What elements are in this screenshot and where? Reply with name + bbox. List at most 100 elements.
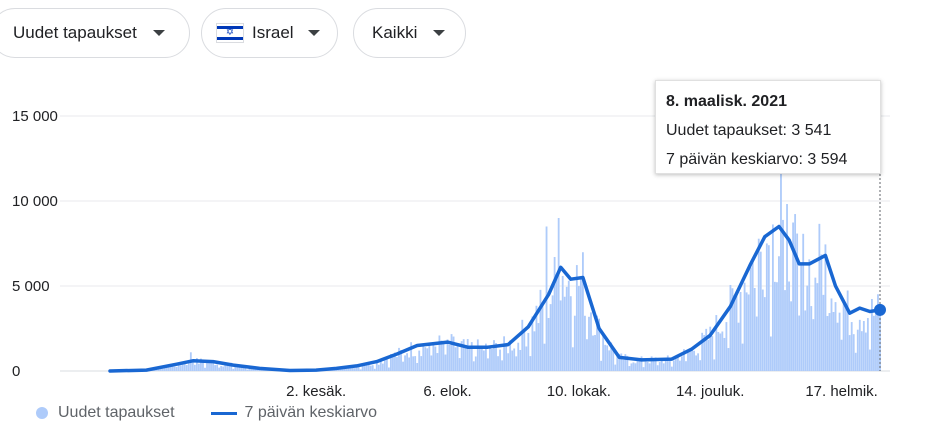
daily-case-bar [847,291,849,371]
daily-case-bar [853,334,855,371]
daily-case-bar [744,283,746,371]
daily-case-bar [194,365,196,371]
daily-case-bar [857,330,859,371]
daily-case-bar [695,355,697,371]
daily-case-bar [378,365,380,371]
daily-case-bar [455,347,457,371]
daily-case-bar [556,276,558,371]
daily-case-bar [697,353,699,371]
daily-case-bar [515,356,517,371]
daily-case-bar [564,297,566,371]
daily-case-bar [869,350,871,371]
daily-case-bar [818,224,820,371]
daily-case-bar [505,343,507,371]
daily-case-bar [174,367,176,371]
x-tick-label: 2. kesäk. [286,383,346,400]
daily-case-bar [689,351,691,371]
daily-case-bar [713,359,715,371]
daily-case-bar [723,338,725,371]
daily-case-bar [214,365,216,371]
daily-case-bar [523,332,525,371]
daily-case-bar [540,290,542,371]
daily-case-bar [511,351,513,371]
daily-case-bar [382,364,384,371]
daily-case-bar [671,367,673,371]
daily-case-bar [392,357,394,371]
daily-case-bar [531,316,533,371]
daily-case-bar [721,331,723,371]
daily-case-bar [622,360,624,371]
daily-case-bar [346,369,348,371]
daily-case-bar [366,365,368,371]
tooltip-cases: Uudet tapaukset: 3 541 [666,116,870,145]
daily-case-bar [503,336,505,371]
daily-case-bar [778,256,780,371]
daily-case-bar [457,346,459,371]
daily-case-bar [774,282,776,371]
daily-case-bar [402,362,404,371]
daily-case-bar [186,365,188,371]
daily-case-bar [752,259,754,371]
legend-line-label: 7 päivän keskiarvo [245,404,378,422]
daily-case-bar [812,319,814,371]
daily-case-bar [570,296,572,371]
daily-case-bar [519,350,521,371]
daily-case-bar [414,356,416,371]
daily-case-bar [837,323,839,371]
daily-case-bar [501,360,503,371]
daily-case-bar [588,317,590,371]
daily-case-bar [606,345,608,371]
daily-case-bar [780,172,782,371]
daily-case-bar [849,335,851,371]
daily-case-bar [798,316,800,371]
daily-case-bar [408,357,410,371]
daily-case-bar [477,339,479,371]
daily-case-bar [746,292,748,371]
daily-case-bar [586,339,588,371]
daily-case-bar [487,358,489,371]
daily-case-bar [602,335,604,371]
daily-case-bar [865,333,867,371]
x-tick-label: 6. elok. [423,383,471,400]
daily-case-bar [673,360,675,371]
daily-case-bar [513,348,515,371]
daily-case-bar [529,356,531,371]
daily-case-bar [572,347,574,371]
daily-case-bar [208,363,210,371]
daily-case-bar [384,359,386,371]
daily-case-bar [705,329,707,371]
hover-point [874,304,886,316]
daily-case-bar [560,300,562,371]
daily-case-bar [204,368,206,371]
daily-case-bar [552,295,554,371]
daily-case-bar [764,297,766,371]
daily-case-bar [451,334,453,371]
daily-case-bar [734,295,736,371]
daily-case-bar [645,362,647,371]
daily-case-bar [554,257,556,371]
daily-case-bar [380,362,382,371]
daily-case-bar [218,368,220,371]
daily-case-bar [578,286,580,371]
daily-case-bar [788,281,790,371]
daily-case-bar [742,344,744,371]
daily-case-bar [728,348,730,371]
daily-case-bar [740,292,742,371]
daily-case-bar [432,344,434,371]
y-tick-label: 5 000 [12,278,50,295]
daily-case-bar [754,288,756,371]
daily-case-bar [412,356,414,371]
daily-case-bar [841,340,843,371]
daily-case-bar [372,365,374,371]
daily-case-bar [810,306,812,371]
daily-case-bar [827,316,829,371]
daily-case-bar [475,356,477,371]
daily-case-bar [829,313,831,371]
daily-case-bar [370,366,372,371]
daily-case-bar [388,368,390,371]
daily-case-bar [649,363,651,371]
daily-case-bar [434,347,436,371]
daily-case-bar [691,348,693,371]
daily-case-bar [568,281,570,371]
